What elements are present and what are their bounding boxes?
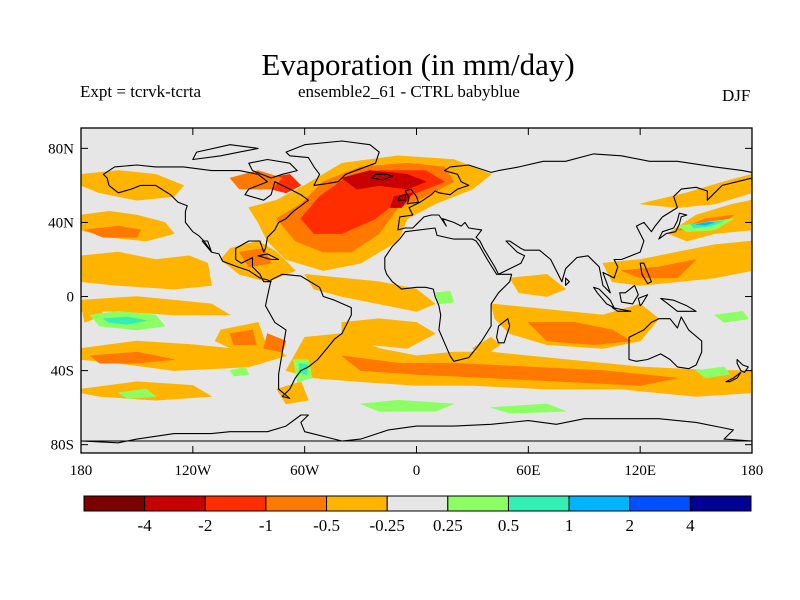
season-label: DJF — [722, 86, 751, 105]
lon-tick-label: 120W — [174, 463, 212, 479]
coastline — [611, 307, 632, 312]
field-patch — [90, 351, 175, 364]
coastline — [496, 318, 511, 344]
field-patch — [118, 388, 156, 399]
coastline — [725, 371, 742, 383]
field-patch — [621, 259, 697, 279]
coastline — [384, 227, 513, 362]
field-patch — [229, 170, 283, 190]
coastline — [81, 414, 752, 444]
coastlines — [81, 140, 752, 444]
coastline — [285, 140, 380, 186]
field-patch — [490, 403, 566, 414]
colorbar-swatch — [265, 495, 328, 512]
colorbar-swatch — [629, 495, 691, 512]
coastline — [397, 153, 752, 294]
lat-tick-label: 80S — [51, 438, 74, 454]
colorbar-swatch — [144, 495, 206, 512]
colorbar-label: 4 — [686, 516, 695, 535]
field-patch — [639, 174, 752, 208]
lat-tick-label: 0 — [67, 290, 75, 306]
colorbar-swatch — [689, 495, 752, 512]
coastline — [660, 297, 697, 312]
coastline — [404, 188, 419, 205]
coastline — [102, 164, 309, 283]
field-patch — [103, 316, 147, 325]
coastline — [639, 262, 652, 285]
lon-tick-label: 60W — [290, 463, 320, 479]
colorbar-label: -0.5 — [313, 516, 340, 535]
coastline — [619, 284, 639, 305]
field-patch — [360, 399, 455, 412]
field-patch — [434, 290, 455, 305]
colorbar-label: 0.25 — [433, 516, 463, 535]
coastline — [736, 358, 749, 373]
coastline — [264, 273, 352, 399]
field-patch — [229, 366, 250, 377]
coastline — [628, 316, 703, 370]
field-patch — [341, 355, 678, 386]
field-patch — [527, 322, 632, 346]
lat-tick-label: 80N — [48, 141, 74, 157]
colorbar-swatch — [326, 495, 388, 512]
colorbar-label: 0.5 — [498, 516, 519, 535]
colorbar-label: -4 — [138, 516, 153, 535]
ensemble-label: ensemble2_61 - CTRL babyblue — [298, 82, 520, 101]
lon-tick-label: 0 — [413, 463, 421, 479]
coastline — [637, 294, 649, 307]
colorbar-swatch — [386, 495, 449, 512]
field-patch — [304, 273, 436, 312]
coastline — [371, 173, 393, 181]
coastline — [257, 253, 280, 261]
field-patch — [472, 336, 501, 357]
field-patch — [509, 273, 566, 297]
colorbar-swatch — [204, 495, 267, 512]
colorbar-label: -1 — [259, 516, 273, 535]
field-patch — [81, 251, 212, 290]
lon-tick-label: 120E — [624, 463, 656, 479]
colorbar-swatch — [568, 495, 631, 512]
plot-title: Evaporation (in mm/day) — [261, 47, 575, 82]
colorbar-swatch — [447, 495, 509, 512]
colorbar-label: -0.25 — [369, 516, 404, 535]
colorbar-label: 2 — [625, 516, 634, 535]
lon-tick-label: 180 — [70, 463, 93, 479]
lon-tick-label: 180 — [741, 463, 764, 479]
coastline — [248, 158, 298, 179]
field-patch — [229, 329, 257, 346]
field-patch — [695, 222, 716, 226]
coastline — [565, 277, 570, 286]
field-patch — [695, 366, 730, 379]
coastline — [397, 194, 406, 201]
colorbar-label: -2 — [198, 516, 212, 535]
lat-tick-label: 40N — [48, 215, 74, 231]
colorbar-swatch — [507, 495, 570, 512]
evaporation-field — [81, 155, 752, 414]
colorbar: -4 -2 -1 -0.5 -0.25 0.25 0.5 1 2 4 — [83, 495, 752, 535]
experiment-label: Expt = tcrvk-tcrta — [80, 82, 201, 101]
coastline — [658, 212, 688, 240]
coastline — [192, 144, 259, 161]
lat-tick-label: 40S — [51, 364, 74, 380]
colorbar-label: 1 — [565, 516, 574, 535]
field-patch — [714, 310, 749, 323]
axis-ticks: 80N 40N 0 40S 80S 180 120W 60W 0 60E 120E 180 — [48, 128, 763, 479]
field-patch — [84, 225, 141, 238]
map-plot-area: 80N 40N 0 40S 80S 180 120W 60W 0 60E 120E 180 — [48, 127, 763, 479]
colorbar-swatch — [83, 495, 146, 512]
lon-tick-label: 60E — [516, 463, 540, 479]
field-patch — [239, 248, 272, 268]
